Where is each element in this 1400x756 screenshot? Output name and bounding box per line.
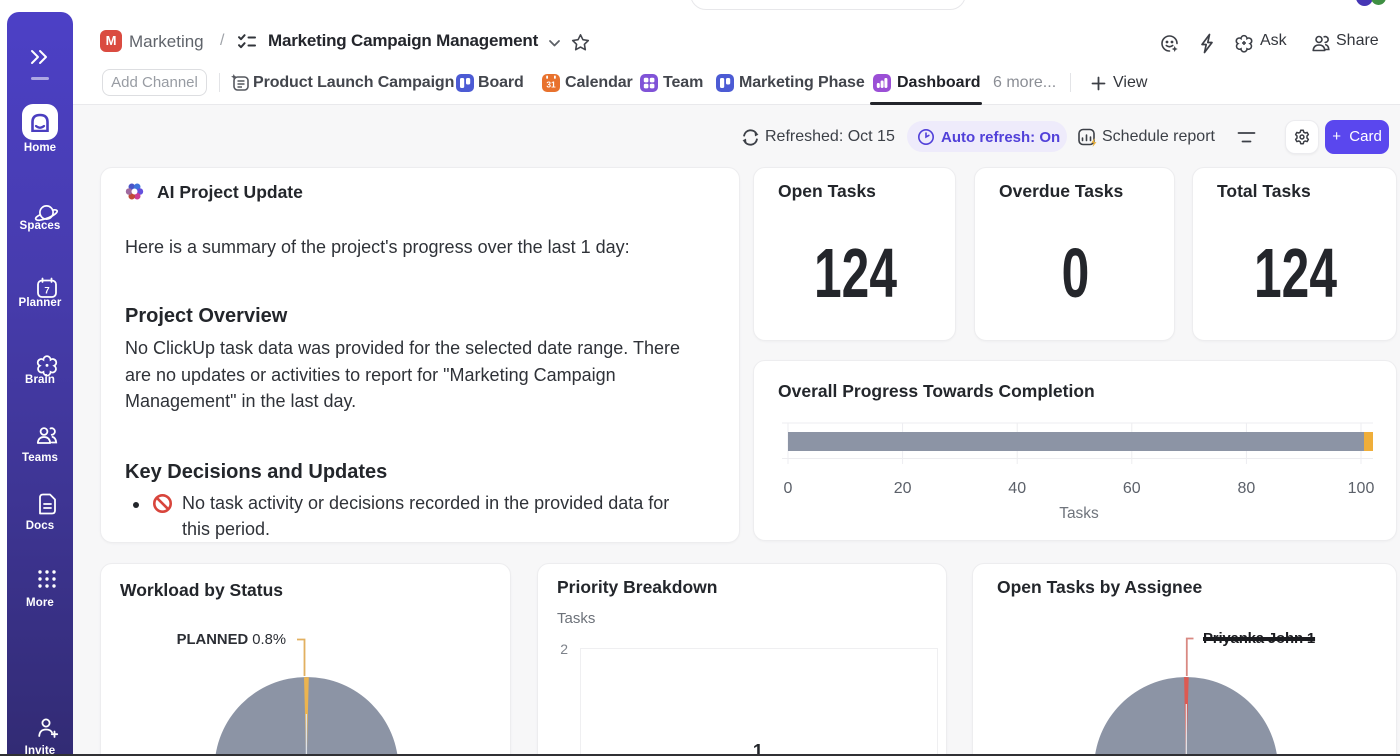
svg-text:0: 0	[784, 480, 793, 497]
svg-text:PLANNED 0.8%: PLANNED 0.8%	[177, 632, 286, 648]
svg-text:7: 7	[44, 286, 49, 297]
svg-text:Tasks: Tasks	[1059, 505, 1099, 522]
svg-text:100: 100	[1348, 480, 1375, 497]
svg-text:80: 80	[1238, 480, 1256, 497]
svg-text:31: 31	[546, 80, 556, 90]
svg-text:20: 20	[894, 480, 912, 497]
svg-text:40: 40	[1008, 480, 1026, 497]
svg-text:60: 60	[1123, 480, 1141, 497]
